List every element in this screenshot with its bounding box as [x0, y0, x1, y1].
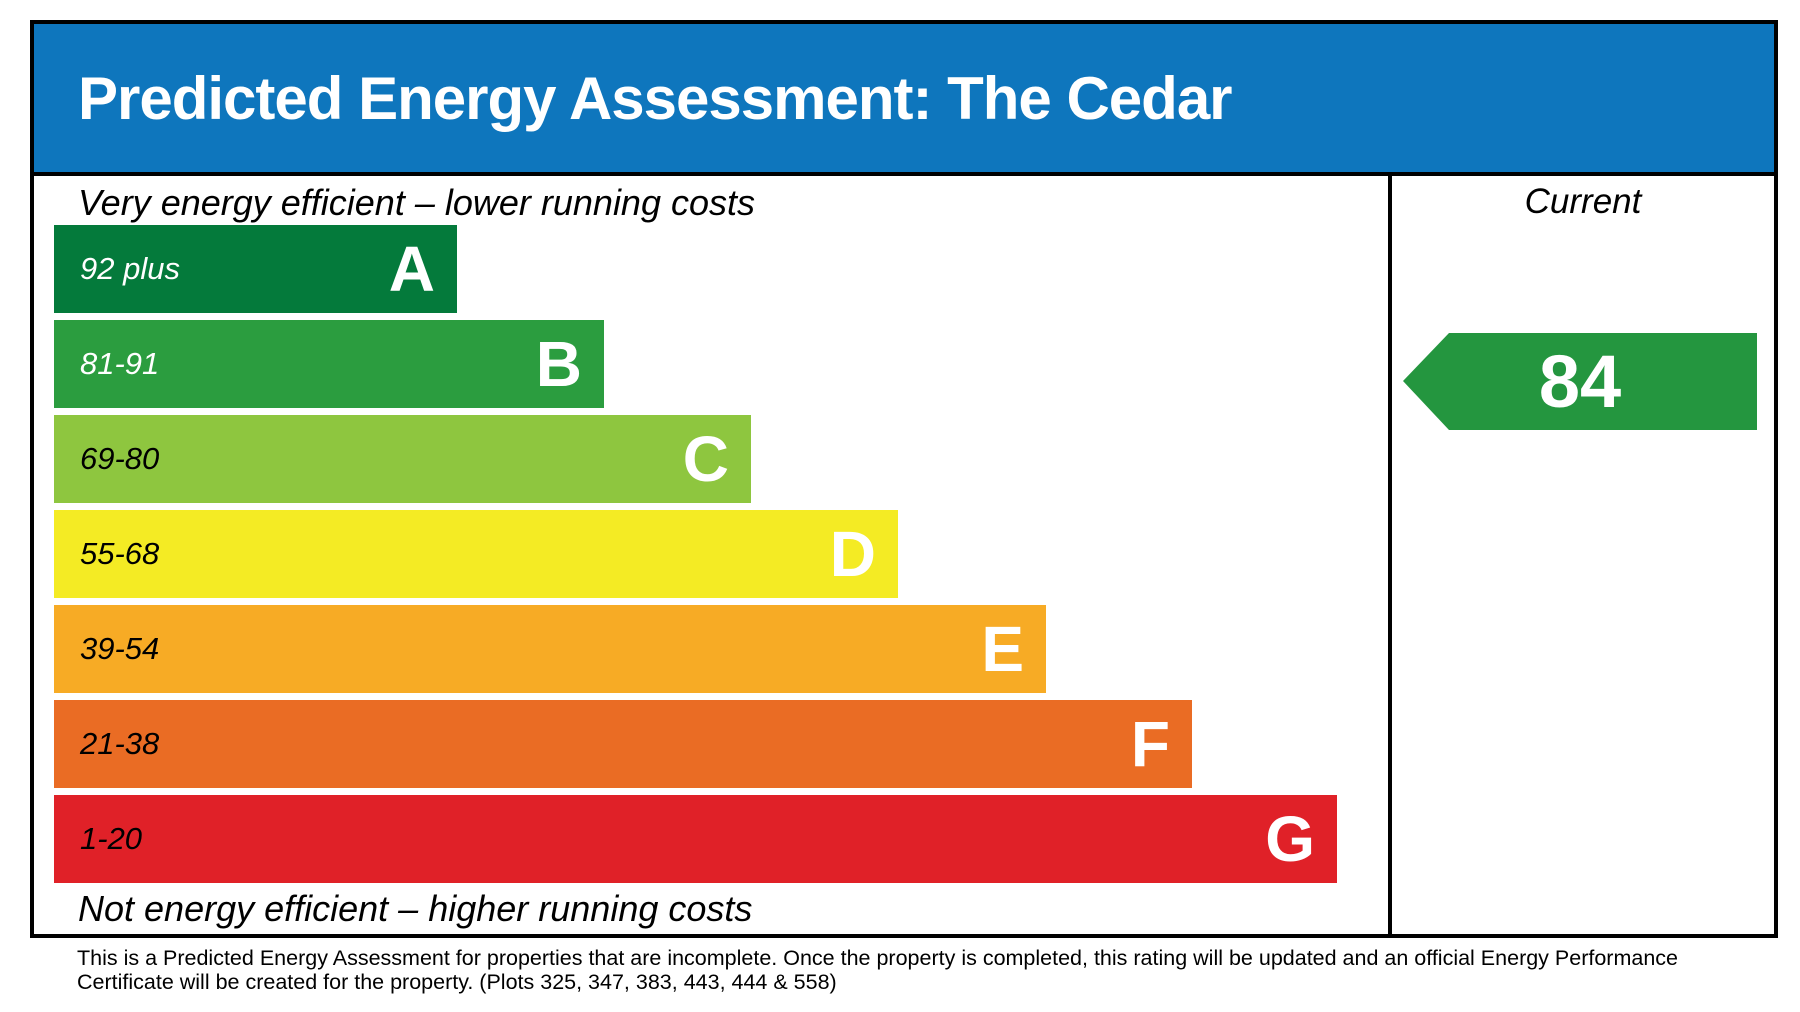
band-range-label: 21-38 [80, 726, 160, 761]
band-row-b: 81-91 B [54, 320, 604, 408]
chart-header: Predicted Energy Assessment: The Cedar [34, 24, 1774, 176]
band-row-c: 69-80 C [54, 415, 751, 503]
band-range-label: 92 plus [80, 251, 180, 286]
bottom-efficiency-label: Not energy efficient – higher running co… [78, 888, 753, 929]
band-row-d: 55-68 D [54, 510, 898, 598]
top-efficiency-label: Very energy efficient – lower running co… [78, 182, 756, 223]
arrow-tip-icon [1403, 333, 1449, 430]
epc-chart-frame: Predicted Energy Assessment: The Cedar V… [30, 20, 1778, 938]
band-letter: B [535, 328, 582, 400]
current-column-header: Current [1524, 182, 1642, 221]
band-row-f: 21-38 F [54, 700, 1192, 788]
band-row-e: 39-54 E [54, 605, 1046, 693]
band-range-label: 55-68 [80, 536, 160, 571]
page-title: Predicted Energy Assessment: The Cedar [78, 64, 1233, 132]
band-letter: E [981, 613, 1024, 685]
band-range-label: 81-91 [80, 346, 160, 381]
band-letter: F [1130, 708, 1170, 780]
band-range-label: 39-54 [80, 631, 160, 666]
band-letter: A [388, 233, 435, 305]
band-range-label: 69-80 [80, 441, 160, 476]
disclaimer-text: This is a Predicted Energy Assessment fo… [77, 946, 1757, 994]
arrow-body [1449, 333, 1757, 430]
current-rating-arrow: 84 [1403, 333, 1757, 430]
band-letter: D [829, 518, 876, 590]
current-rating-column: Current 84 [1392, 176, 1774, 934]
disclaimer-line-1: This is a Predicted Energy Assessment fo… [77, 946, 1678, 970]
column-divider [1388, 176, 1392, 934]
band-letter: G [1265, 803, 1315, 875]
disclaimer-line-2: Certificate will be created for the prop… [77, 969, 837, 994]
band-row-a: 92 plus A [54, 225, 457, 313]
band-row-g: 1-20 G [54, 795, 1337, 883]
band-range-label: 1-20 [80, 821, 143, 856]
band-letter: C [682, 423, 729, 495]
current-rating-value: 84 [1538, 340, 1622, 423]
